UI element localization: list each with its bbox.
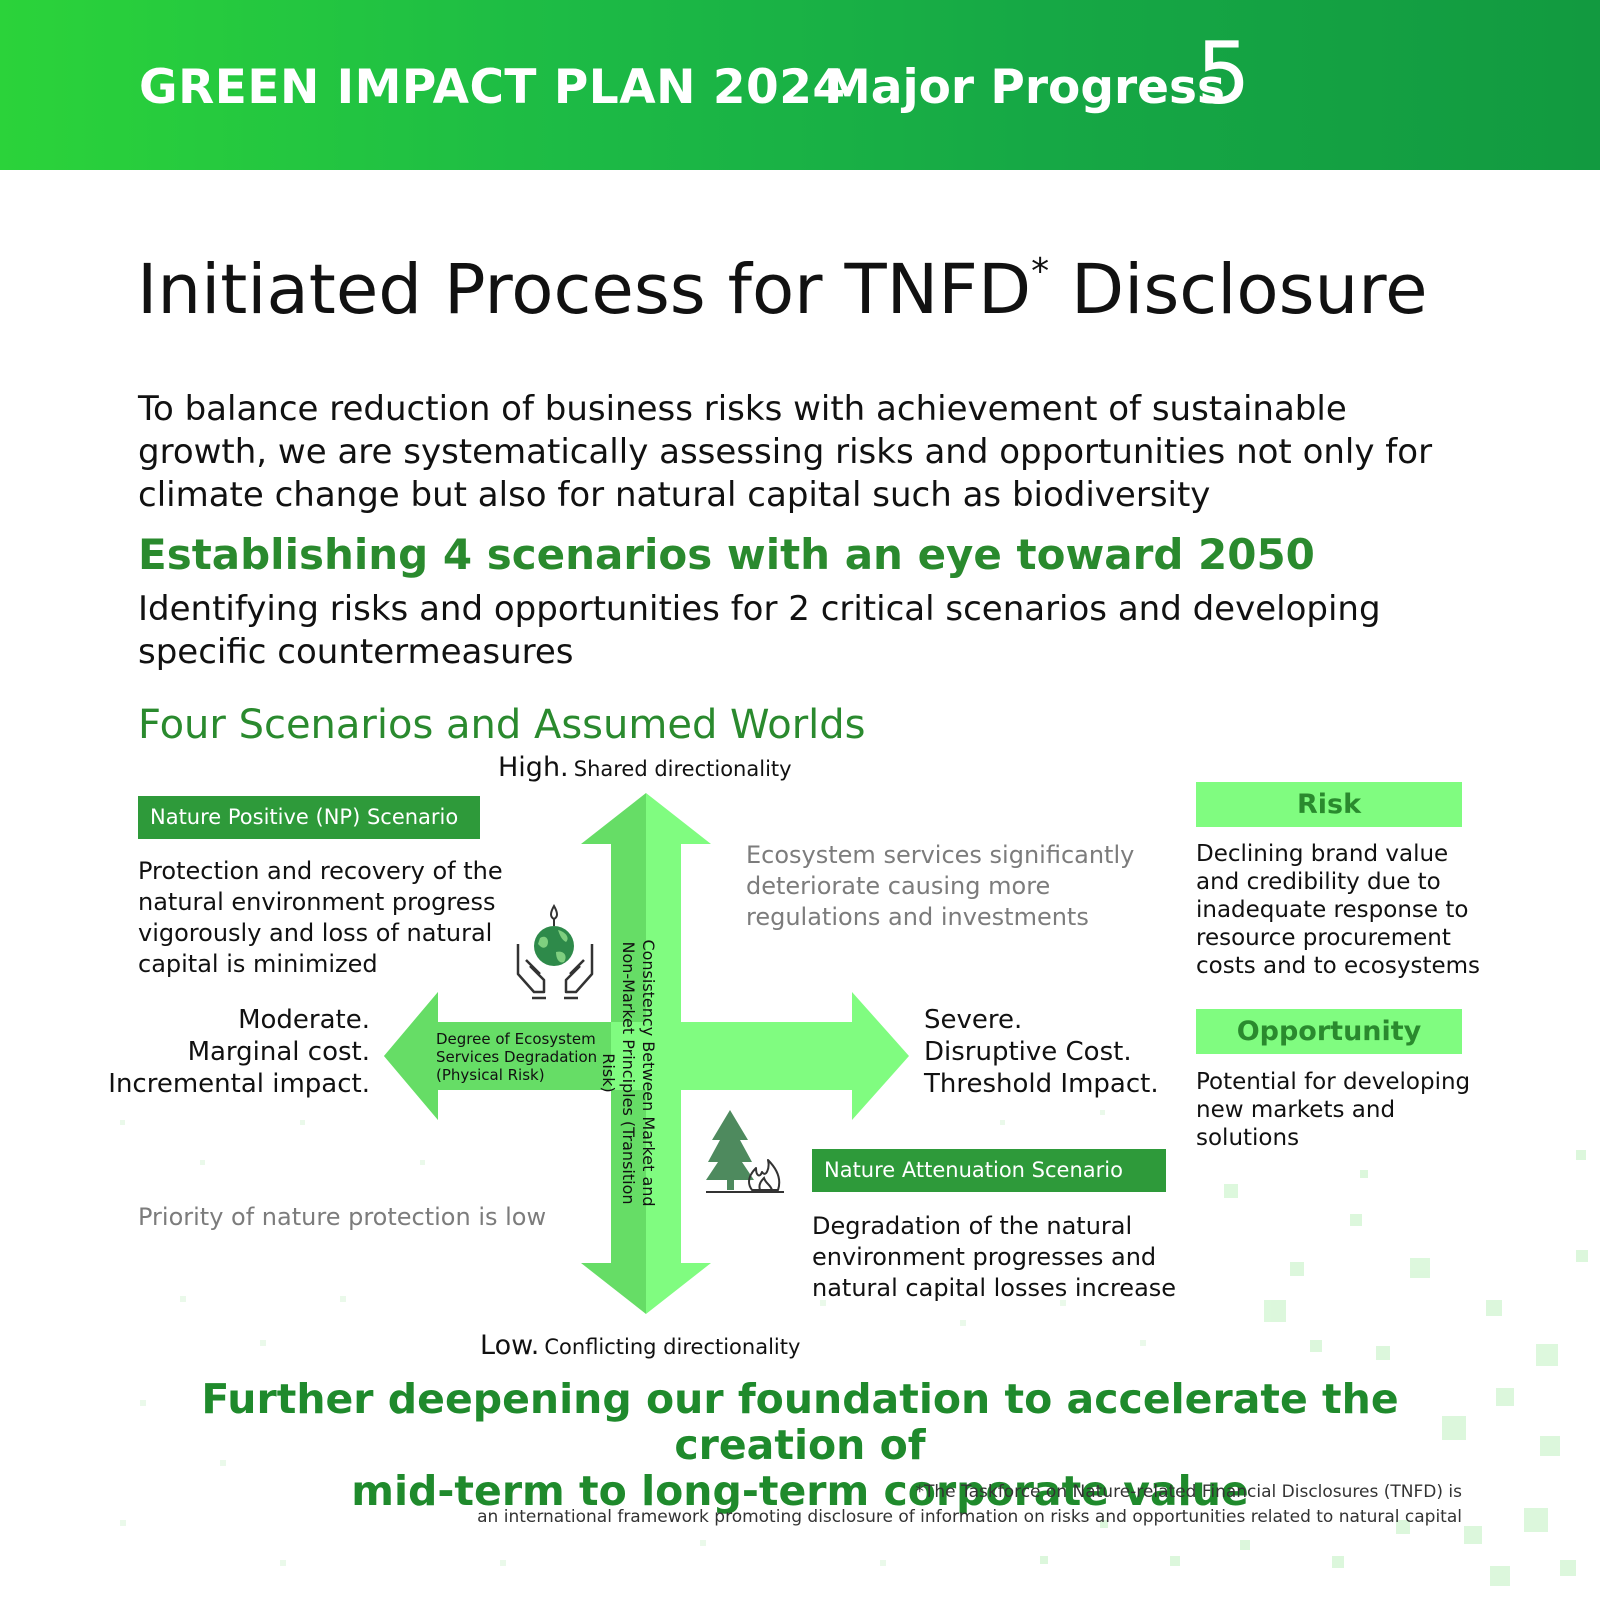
left-axis-end-labels: Moderate. Marginal cost. Incremental imp… <box>80 1004 370 1100</box>
opportunity-label-box: Opportunity <box>1196 1009 1462 1054</box>
right-end-line: Severe. <box>924 1005 1023 1035</box>
bottom-left-quadrant-note: Priority of nature protection is low <box>138 1203 547 1231</box>
progress-number: 5 <box>1196 24 1251 124</box>
left-end-line: Incremental impact. <box>108 1069 370 1099</box>
scenarios-heading: Establishing 4 scenarios with an eye tow… <box>138 530 1315 579</box>
hands-globe-icon <box>516 904 594 1000</box>
na-scenario-badge: Nature Attenuation Scenario <box>812 1149 1166 1192</box>
vertical-axis-label: Consistency Between Market and Non-Marke… <box>599 939 658 1207</box>
header-banner: GREEN IMPACT PLAN 2024 Major Progress 5 <box>0 0 1600 170</box>
na-scenario-description: Degradation of the natural environment p… <box>812 1212 1177 1302</box>
risk-description: Declining brand value and credibility du… <box>1196 841 1480 979</box>
axis-top-text: Shared directionality <box>573 757 792 781</box>
scenarios-subtext: Identifying risks and opportunities for … <box>138 589 1381 672</box>
axis-bottom-text: Conflicting directionality <box>544 1335 801 1359</box>
page-title-text: Initiated Process for TNFD <box>137 250 1032 330</box>
footnote-line: *The Taskforce on Nature-related Financi… <box>915 1482 1463 1502</box>
plan-title: GREEN IMPACT PLAN 2024 <box>139 60 846 115</box>
footnote-line: an international framework promoting dis… <box>477 1507 1462 1527</box>
conclusion-line: mid-term to long-term corporate value <box>351 1467 1249 1515</box>
progress-label: Major Progress <box>824 60 1225 115</box>
axis-bottom-level: Low. <box>480 1330 540 1361</box>
opportunity-description: Potential for developing new markets and… <box>1196 1069 1471 1151</box>
diagram-title: Four Scenarios and Assumed Worlds <box>138 702 866 748</box>
np-scenario-badge: Nature Positive (NP) Scenario <box>138 796 480 839</box>
horizontal-axis-label: Degree of Ecosystem Services Degradation… <box>436 1030 598 1084</box>
right-end-line: Threshold Impact. <box>924 1069 1159 1099</box>
right-axis-end-labels: Severe. Disruptive Cost. Threshold Impac… <box>924 1004 1184 1100</box>
footnote: *The Taskforce on Nature-related Financi… <box>300 1480 1462 1530</box>
top-right-quadrant-note: Ecosystem services significantly deterio… <box>746 841 1135 931</box>
left-end-line: Marginal cost. <box>187 1037 370 1067</box>
right-end-line: Disruptive Cost. <box>924 1037 1132 1067</box>
conclusion-statement: Further deepening our foundation to acce… <box>100 1376 1500 1514</box>
left-end-line: Moderate. <box>238 1005 370 1035</box>
axis-bottom-label: Low. Conflicting directionality <box>480 1330 800 1361</box>
axis-top-level: High. <box>498 752 569 783</box>
tree-fire-icon <box>706 1110 784 1193</box>
horizontal-axis-arrow <box>384 992 909 1120</box>
np-scenario-description: Protection and recovery of the natural e… <box>138 857 503 978</box>
page-title-suffix: Disclosure <box>1049 250 1428 330</box>
page-title-asterisk: * <box>1031 251 1050 292</box>
conclusion-line: Further deepening our foundation to acce… <box>201 1375 1399 1469</box>
intro-paragraph: To balance reduction of business risks w… <box>138 389 1433 515</box>
page-title: Initiated Process for TNFD* Disclosure <box>137 250 1428 330</box>
risk-label-box: Risk <box>1196 782 1462 827</box>
axis-top-label: High. Shared directionality <box>498 752 792 783</box>
